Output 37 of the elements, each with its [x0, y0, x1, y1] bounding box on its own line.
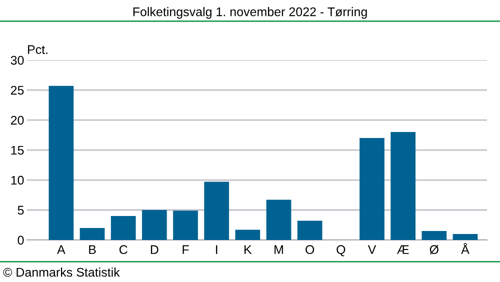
y-tick-label: 20 — [10, 116, 24, 125]
x-tick-label: Å — [461, 242, 470, 254]
bar — [266, 200, 292, 240]
x-tick-label: C — [119, 245, 128, 254]
y-tick-label: 5 — [18, 206, 24, 215]
x-tick-label: Ø — [430, 244, 439, 254]
bar — [390, 132, 416, 240]
x-tick-label: A — [57, 245, 66, 254]
bar — [452, 234, 478, 240]
bar — [173, 210, 198, 240]
chart-title: Folketingsvalg 1. november 2022 - Tørring — [133, 7, 367, 19]
x-tick-label: Æ — [396, 245, 409, 254]
y-axis-title: Pct. — [28, 45, 48, 54]
y-tick-label: 25 — [10, 86, 24, 95]
y-tick-label: 0 — [18, 236, 24, 245]
x-tick-label: B — [89, 245, 96, 254]
text: © Danmarks Statistik — [3, 268, 120, 277]
bar — [48, 86, 74, 240]
x-tick-label: V — [368, 245, 376, 254]
y-tick-label: 30 — [10, 56, 24, 65]
bar — [297, 220, 322, 240]
x-tick-label: Q — [336, 245, 346, 256]
bar — [110, 216, 136, 240]
x-tick-label: F — [182, 245, 189, 254]
bar — [360, 138, 384, 240]
bar — [204, 182, 230, 240]
y-tick-label: 10 — [11, 176, 24, 185]
x-tick-label: O — [306, 245, 314, 254]
bar — [142, 210, 167, 240]
x-tick-label: I — [216, 245, 218, 254]
bar — [422, 230, 447, 240]
bar — [235, 230, 260, 240]
x-tick-label: M — [274, 245, 283, 254]
y-tick-label: 15 — [11, 146, 24, 155]
x-tick-label: K — [244, 245, 252, 254]
bar — [80, 228, 105, 240]
x-tick-label: D — [150, 245, 158, 254]
